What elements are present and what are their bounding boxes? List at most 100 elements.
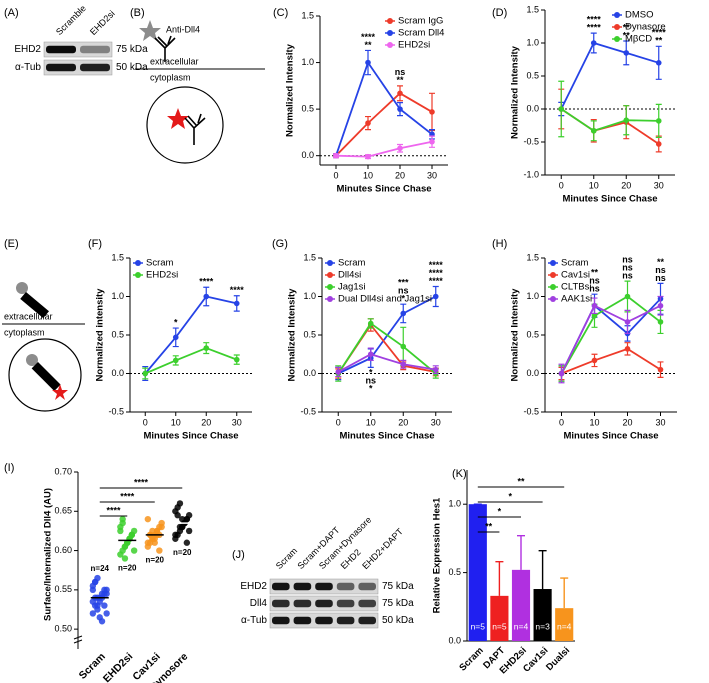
error-bar [538, 550, 547, 590]
y-tick-label: 0.60 [54, 545, 72, 555]
point [203, 293, 210, 300]
legend-label: Scram IgG [398, 16, 443, 27]
legend-label: Dynasore [625, 22, 666, 33]
dot [128, 531, 136, 539]
x-tick-label: 20 [398, 417, 408, 427]
point [655, 141, 662, 147]
y-tick-label: 1.0 [303, 291, 316, 301]
significance: ** [655, 36, 663, 46]
point [367, 320, 374, 327]
dot [183, 539, 191, 546]
point [624, 319, 631, 325]
y-tick-label: -0.5 [108, 406, 124, 416]
x-tick-label: 30 [655, 417, 665, 427]
x-axis-label: Minutes Since Chase [339, 431, 434, 442]
significance: **** [120, 491, 135, 501]
series-line [337, 353, 436, 373]
band [293, 599, 312, 608]
y-tick-label: 0.5 [111, 329, 124, 339]
point [367, 351, 374, 358]
x-tick-label: 0 [559, 417, 564, 427]
lane-label: EHD2si [88, 8, 117, 37]
n-label: n=20 [118, 564, 137, 573]
x-tick-label: 30 [232, 417, 242, 427]
y-tick-label: 1.5 [303, 252, 316, 262]
legend-label: Scram [338, 258, 366, 269]
series-line [337, 322, 437, 375]
significance: **** [429, 268, 444, 278]
point [365, 59, 371, 66]
legend-label: Scram [146, 258, 174, 269]
point [558, 370, 565, 377]
series-line [335, 92, 433, 157]
n-label: n=20 [173, 548, 192, 557]
diagram-e: (E) NECD extracellular cytoplasm NECD [2, 238, 85, 412]
lane-label: EHD2+DAPT [360, 526, 405, 571]
point [142, 370, 149, 377]
significance: **** [230, 285, 245, 295]
x-axis-label: Minutes Since Chase [336, 184, 431, 195]
y-tick-label: 1.5 [526, 4, 539, 14]
significance: **** [199, 277, 214, 287]
inside-label: cytoplasm [4, 327, 45, 337]
point [624, 346, 631, 352]
significance: ** [623, 22, 631, 32]
lane-label: Scramble [54, 3, 88, 37]
row-label: Dll4 [250, 598, 268, 609]
significance: * [508, 491, 512, 501]
dot [144, 515, 152, 523]
significance: ** [623, 30, 631, 40]
y-tick-label: 1.5 [301, 10, 314, 20]
point [400, 310, 407, 317]
y-tick-label: 0.50 [54, 624, 72, 634]
panel-label: (C) [273, 7, 288, 19]
band [358, 599, 376, 608]
dot [176, 500, 184, 507]
x-tick-label: 10 [363, 170, 373, 180]
panel-label: (K) [452, 468, 467, 480]
point [432, 366, 439, 373]
point [397, 90, 403, 97]
point [233, 300, 240, 307]
antibody-icon [154, 35, 176, 62]
y-tick-label: -0.5 [300, 406, 316, 416]
panel-label: (E) [4, 238, 19, 250]
x-tick-label: 10 [171, 417, 181, 427]
point [591, 302, 598, 309]
band [315, 616, 333, 625]
dot [121, 555, 129, 562]
point [233, 356, 240, 363]
y-tick-label: 0.5 [526, 70, 539, 80]
significance: **** [587, 14, 602, 24]
label-star [139, 20, 161, 41]
legend-label: Cav1si [561, 270, 590, 281]
n-label: n=4 [557, 621, 572, 631]
error-bar [560, 577, 569, 609]
point [397, 106, 403, 112]
x-tick-label: 0 [336, 417, 341, 427]
panel-label: (F) [88, 238, 102, 250]
series-line [560, 304, 661, 374]
band [315, 582, 333, 591]
band [315, 599, 333, 608]
x-axis-label: Minutes Since Chase [143, 431, 238, 442]
series-line [144, 295, 237, 375]
point [397, 145, 403, 152]
band [336, 599, 355, 608]
y-tick-label: 1.0 [448, 499, 461, 509]
significance: ns [589, 284, 600, 294]
series-line [335, 60, 433, 156]
point [365, 120, 371, 126]
dot [103, 590, 110, 597]
legend-label: Jag1si [338, 282, 365, 293]
endosome [8, 338, 82, 412]
band [293, 582, 312, 591]
y-tick-label: 0.0 [303, 368, 316, 378]
point [400, 343, 407, 350]
x-tick-label: 0 [143, 417, 148, 427]
panel-label: (A) [4, 7, 19, 19]
significance: ns [589, 276, 600, 286]
dot [94, 602, 101, 609]
dot [130, 547, 138, 554]
